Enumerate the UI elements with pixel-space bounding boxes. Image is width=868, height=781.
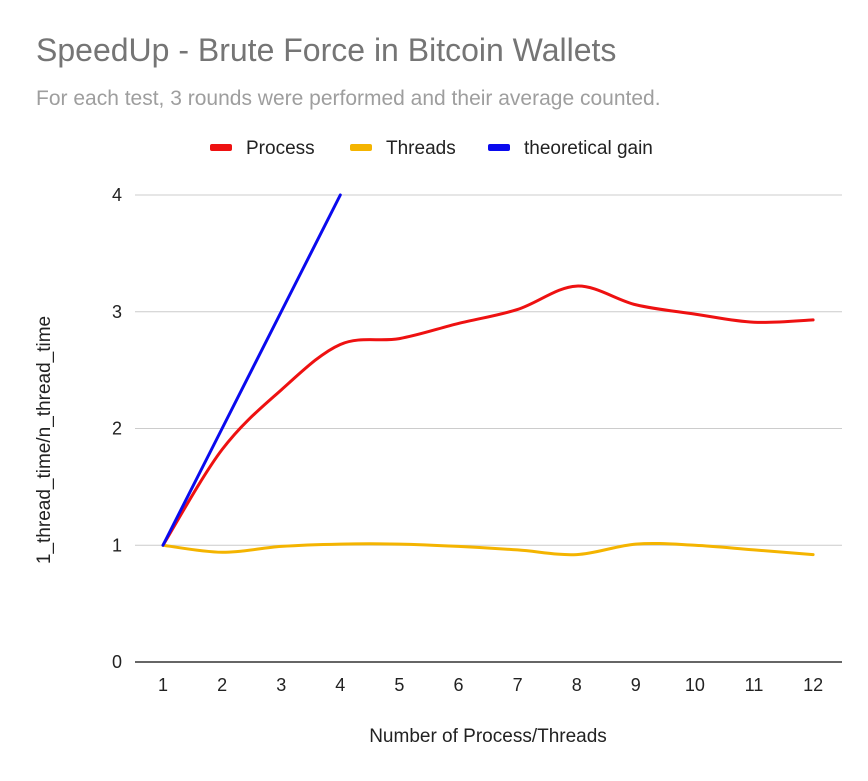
y-tick-label: 1 xyxy=(112,535,122,555)
legend-label-process: Process xyxy=(246,138,315,159)
legend-label-theoretical-gain: theoretical gain xyxy=(524,138,653,159)
x-tick-label: 9 xyxy=(631,675,641,695)
series-lines xyxy=(161,193,815,557)
y-tick-label: 2 xyxy=(112,419,122,439)
x-tick-label: 10 xyxy=(685,675,705,695)
x-tick-labels: 1 2 3 4 5 6 7 8 9 10 11 12 xyxy=(158,675,823,695)
gridlines xyxy=(135,194,842,663)
chart-subtitle: For each test, 3 rounds were performed a… xyxy=(36,87,661,110)
y-tick-label: 0 xyxy=(112,652,122,672)
legend-swatch-process xyxy=(210,144,232,151)
legend-label-threads: Threads xyxy=(386,138,456,159)
y-tick-labels: 0 1 2 3 4 xyxy=(112,185,122,672)
x-tick-label: 3 xyxy=(276,675,286,695)
x-tick-label: 11 xyxy=(745,675,764,695)
y-axis-label: 1_thread_time/n_thread_time xyxy=(34,316,55,564)
series-line-process xyxy=(161,284,815,547)
x-tick-label: 2 xyxy=(217,675,227,695)
series-line-threads xyxy=(161,541,815,557)
x-tick-label: 12 xyxy=(803,675,823,695)
x-tick-label: 5 xyxy=(394,675,404,695)
series-line-theoretical-gain xyxy=(161,193,342,547)
x-tick-label: 1 xyxy=(158,675,168,695)
x-tick-label: 6 xyxy=(453,675,463,695)
x-tick-label: 4 xyxy=(335,675,345,695)
x-tick-label: 7 xyxy=(513,675,523,695)
legend: Process Threads theoretical gain xyxy=(210,138,653,159)
chart-title: SpeedUp - Brute Force in Bitcoin Wallets xyxy=(36,32,617,68)
y-tick-label: 4 xyxy=(112,185,122,205)
legend-swatch-threads xyxy=(350,144,372,151)
x-axis-label: Number of Process/Threads xyxy=(369,726,607,747)
y-tick-label: 3 xyxy=(112,302,122,322)
legend-swatch-theoretical-gain xyxy=(488,144,510,151)
x-tick-label: 8 xyxy=(572,675,582,695)
